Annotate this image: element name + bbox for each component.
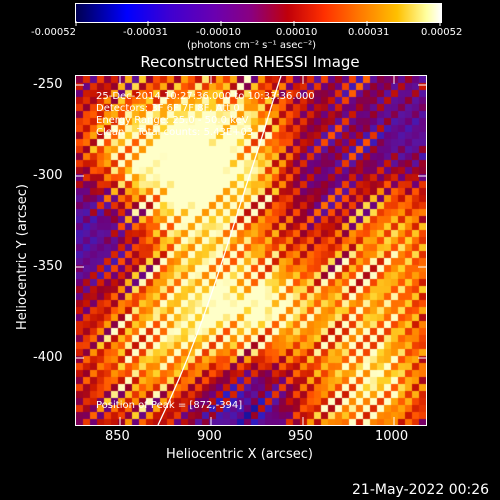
y-tick-label: -300 (33, 168, 63, 183)
y-tick-label: -250 (33, 77, 63, 92)
y-tick-label: -400 (33, 350, 63, 365)
colorbar-ticks (75, 21, 442, 27)
colorbar-tick-label: -0.00052 (31, 27, 76, 38)
x-tick-label: 1000 (375, 429, 409, 444)
colorbar-tick-label: 0.00031 (348, 27, 390, 38)
limb-overlay (76, 76, 426, 425)
time-range-text: 25-Dec-2014 10:27:36.000 to 10:33:36.000 (96, 91, 315, 102)
colorbar-tick-label: 0.00010 (276, 27, 318, 38)
y-tick-label: -350 (33, 259, 63, 274)
x-tick-label: 900 (197, 429, 222, 444)
clean-counts-text: Clean Total counts: 5.43E+03 (96, 127, 254, 138)
x-tick-label: 850 (105, 429, 130, 444)
colorbar-tick-label: 0.00052 (421, 27, 463, 38)
solar-limb-line (157, 76, 282, 425)
detectors-text: Detectors: 3F 6F 7F 8F, Att 0 (96, 103, 240, 114)
colorbar-tick-label: -0.00031 (123, 27, 168, 38)
plot-title: Reconstructed RHESSI Image (140, 53, 360, 71)
image-plot-area: 25-Dec-2014 10:27:36.000 to 10:33:36.000… (75, 75, 427, 426)
colorbar-unit-label: (photons cm⁻² s⁻¹ asec⁻²) (187, 40, 317, 51)
footer-timestamp: 21-May-2022 00:26 (352, 482, 490, 498)
x-tick-label: 950 (288, 429, 313, 444)
colorbar (75, 3, 442, 23)
colorbar-tick-label: -0.00010 (196, 27, 241, 38)
y-axis-title: Heliocentric Y (arcsec) (15, 184, 30, 330)
x-axis-title: Heliocentric X (arcsec) (166, 447, 313, 462)
rhessi-heatmap (76, 76, 426, 425)
energy-range-text: Energy Range: 25.0 - 50.0 keV (96, 115, 249, 126)
peak-position-text: Position of Peak = [872,-394] (96, 400, 243, 411)
